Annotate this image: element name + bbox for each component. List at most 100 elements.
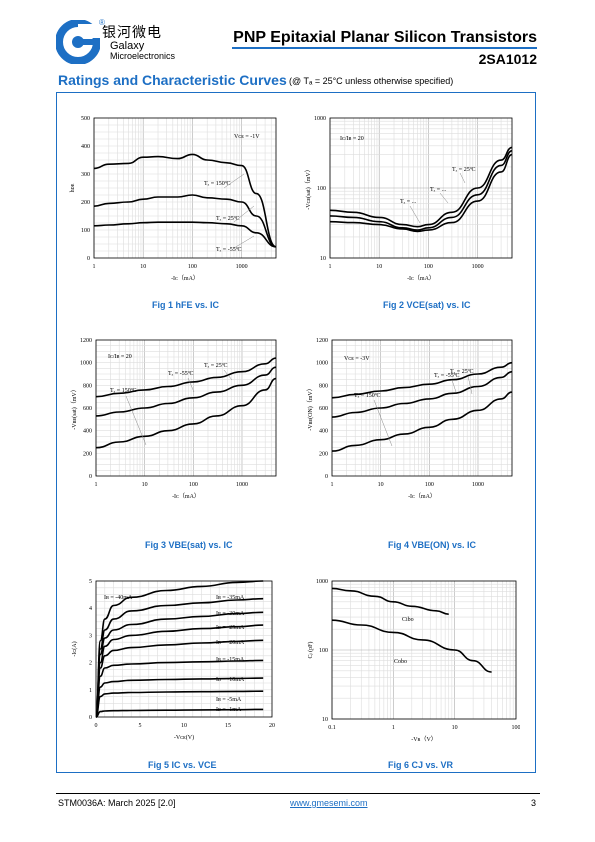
x-tick-label: 5 [139, 723, 142, 729]
y-tick-label: 100 [319, 648, 328, 654]
series-label: Iʙ = -1mA [216, 707, 242, 713]
y-tick-label: 300 [81, 172, 90, 178]
x-tick-label: 10 [376, 264, 382, 270]
annotation-leader [451, 379, 457, 393]
fig4-caption: Fig 4 VBE(ON) vs. IC [388, 540, 477, 550]
y-tick-label: 1 [89, 688, 92, 694]
y-tick-label: 500 [81, 116, 90, 122]
y-tick-label: 4 [89, 606, 92, 612]
series-line-1 [331, 587, 449, 615]
x-tick-label: 1 [331, 482, 334, 488]
series-label: Iʙ = -15mA [216, 657, 245, 663]
y-tick-label: 400 [319, 429, 328, 435]
footer-rule [56, 793, 540, 794]
fig6-chart: 0.1 1 10 100 10 100 1000 -Vʀ（V） Cⱼ (pF) Cibo Cobo [300, 573, 521, 748]
chart-annotation: Tₐ = 25ºC [452, 167, 476, 173]
plot-border [331, 580, 517, 720]
y-tick-label: 600 [319, 406, 328, 412]
y-tick-label: 100 [81, 228, 90, 234]
fig5-svg: 0 5 10 15 20 0 1 2 3 4 5 -Vᴄᴇ(V) -Iᴄ(A) Iʙ = -40mA Iʙ … [71, 579, 275, 741]
x-tick-label: 10 [452, 725, 458, 731]
chart-annotation: Tₐ = 150ºC [354, 393, 381, 399]
y-tick-label: 2 [89, 661, 92, 667]
chart-annotation: Iᴄ/Iʙ = 20 [340, 136, 364, 142]
annotation-leader [223, 173, 245, 189]
y-tick-label: 1000 [316, 579, 328, 585]
y-axis-label: -Vʙᴇ(ON)（mV） [307, 385, 314, 431]
x-tick-label: 10 [181, 723, 187, 729]
fig1-caption: Fig 1 hFE vs. IC [152, 300, 220, 310]
charts-frame [56, 92, 536, 773]
y-tick-label: 800 [319, 383, 328, 389]
x-tick-label: 10 [140, 264, 146, 270]
y-axis-label: -Vʙᴇ(sat)（mV） [71, 386, 78, 430]
y-tick-label: 100 [317, 186, 326, 192]
series-line-4 [95, 624, 264, 718]
fig1-svg: 1 10 100 1000 0 100 200 300 400 500 -Iᴄ（mA） hᴅᴇ Vᴄᴇ … [70, 116, 277, 282]
series-label: Iʙ = -20mA [216, 640, 245, 646]
chart-annotation: Tₐ = 25ºC [204, 363, 228, 369]
fig6-svg: 0.1 1 10 100 10 100 1000 -Vʀ（V） Cⱼ (pF) Cibo Cobo [307, 579, 521, 743]
series-label: Iʙ = -10mA [216, 677, 245, 683]
x-tick-label: 20 [269, 723, 275, 729]
series-line-7 [95, 677, 264, 718]
annotation-leader [409, 205, 421, 224]
y-tick-label: 0 [89, 715, 92, 721]
fig2-chart: 1 10 100 1000 10 100 1000 -Iᴄ（mA） -Vᴄᴇ(sat)（mV） I… [300, 110, 520, 285]
series-label: Cobo [394, 659, 407, 665]
logo-registered-mark: ® [99, 18, 105, 27]
y-tick-label: 1000 [314, 116, 326, 122]
y-tick-label: 3 [89, 633, 92, 639]
y-tick-label: 400 [83, 429, 92, 435]
y-tick-label: 600 [83, 406, 92, 412]
y-tick-label: 0 [89, 474, 92, 480]
series-line-3 [93, 221, 277, 248]
part-number: 2SA1012 [478, 51, 537, 67]
chart-annotation: Tₐ = -55ºC [434, 373, 460, 379]
footer-website-link[interactable]: www.gmesemi.com [290, 798, 368, 808]
fig1-chart: 1 10 100 1000 0 100 200 300 400 500 -Iᴄ（mA） hᴅᴇ Vᴄᴇ … [64, 110, 284, 285]
chart-annotation: Tₐ = 25ºC [216, 216, 240, 222]
fig5-caption: Fig 5 IC vs. VCE [148, 760, 217, 770]
series-line-3 [329, 153, 513, 233]
series-label: Iʙ = -5mA [216, 697, 242, 703]
fig4-chart: 1 10 100 1000 0 200 400 600 800 1000 1200 -Iᴄ（mA） -V… [300, 332, 520, 507]
y-axis-label: Cⱼ (pF) [307, 642, 314, 659]
logo-chinese-name: 银河微电 [102, 25, 162, 41]
series-line-8 [95, 690, 264, 718]
series-line-3 [95, 377, 277, 449]
series-line-3 [331, 391, 513, 452]
x-tick-label: 1 [392, 725, 395, 731]
x-tick-label: 100 [512, 725, 521, 731]
galaxy-logo-icon [56, 20, 100, 64]
series-line-2 [331, 619, 492, 673]
page-number: 3 [531, 798, 537, 808]
x-tick-label: 100 [424, 264, 433, 270]
section-note: (@ Tₐ = 25°C unless otherwise specified) [289, 76, 454, 86]
chart-annotation: Tₐ = 150ºC [110, 388, 137, 394]
x-axis-label: -Vᴄᴇ(V) [174, 734, 194, 741]
x-tick-label: 15 [225, 723, 231, 729]
x-tick-label: 1000 [236, 264, 248, 270]
x-axis-label: -Vʀ（V） [411, 736, 437, 743]
y-tick-label: 1200 [316, 338, 328, 344]
plot-border [95, 339, 277, 477]
y-tick-label: 10 [320, 256, 326, 262]
x-axis-label: -Iᴄ（mA） [171, 275, 199, 282]
y-tick-label: 800 [83, 383, 92, 389]
x-tick-label: 10 [142, 482, 148, 488]
annotation-leader [233, 235, 255, 249]
chart-annotation: Tₐ = ... [430, 187, 447, 193]
annotation-leader [373, 399, 393, 447]
title-rule [232, 47, 537, 49]
annotation-leader [125, 395, 147, 446]
x-axis-label: -Iᴄ（mA） [407, 275, 435, 282]
y-tick-label: 200 [81, 200, 90, 206]
series-label: Iʙ = -40mA [104, 595, 133, 601]
series-line-3 [95, 611, 264, 718]
series-line-1 [329, 146, 513, 228]
x-tick-label: 1 [93, 264, 96, 270]
plot-border [329, 117, 513, 259]
x-tick-label: 1000 [236, 482, 248, 488]
chart-annotation: Tₐ = 150ºC [204, 181, 231, 187]
